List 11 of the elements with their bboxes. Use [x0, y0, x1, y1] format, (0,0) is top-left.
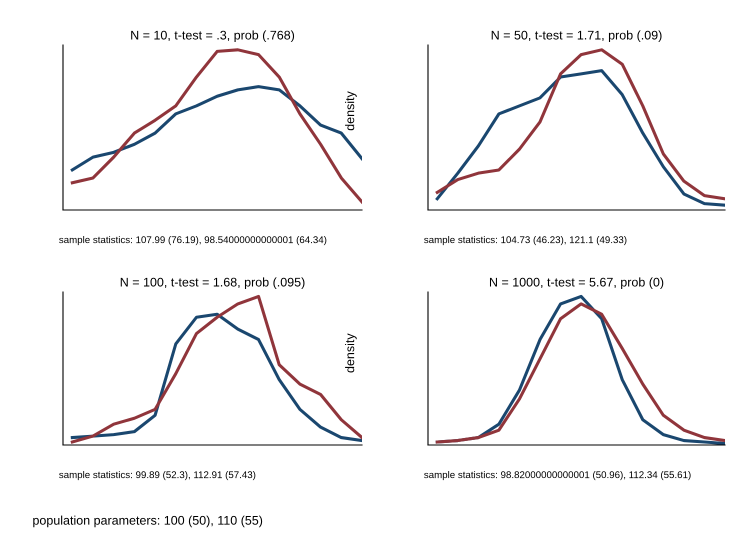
- text: sample statistics: 104.73 (46.23), 121.1 (49.33): [424, 236, 626, 246]
- text: sample statistics: 107.99 (76.19), 98.54000000000001 (64.34): [59, 236, 326, 246]
- chart-title: N = 1000, t-test = 5.67, prob (0): [490, 277, 664, 290]
- y-axis-title: density: [345, 91, 357, 130]
- chart-title: N = 10, t-test = .3, prob (.768): [131, 30, 294, 42]
- chart-title: N = 100, t-test = 1.68, prob (.095): [120, 277, 304, 290]
- text: population parameters: 100 (50), 110 (55): [33, 516, 262, 528]
- y-axis-title: density: [345, 333, 357, 372]
- text: sample statistics: 99.89 (52.3), 112.91 (57.43): [59, 471, 256, 480]
- text: sample statistics: 98.82000000000001 (50.96), 112.34 (55.61): [424, 471, 691, 480]
- chart-title: N = 50, t-test = 1.71, prob (.09): [492, 30, 662, 42]
